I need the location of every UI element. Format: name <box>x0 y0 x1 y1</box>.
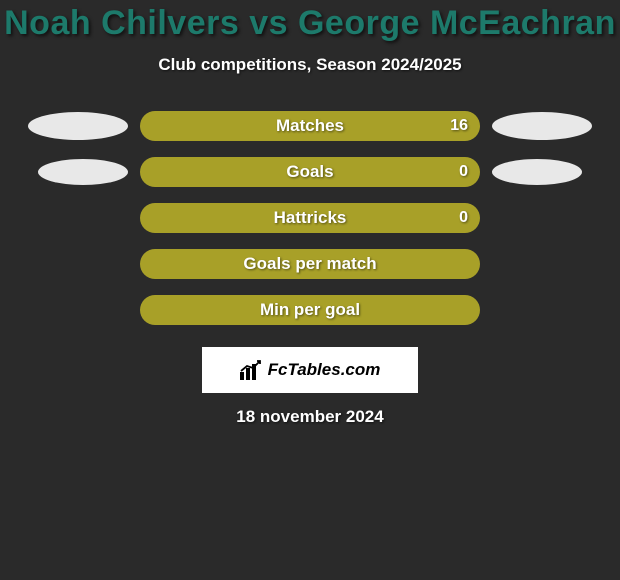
vs-separator: vs <box>239 4 298 42</box>
stat-label: Matches <box>276 116 344 136</box>
stat-bar: Matches 16 <box>140 111 480 141</box>
subtitle: Club competitions, Season 2024/2025 <box>0 55 620 75</box>
logo-box: FcTables.com <box>202 347 418 393</box>
stat-bar: Goals 0 <box>140 157 480 187</box>
player2-avatar <box>492 112 592 140</box>
stat-label: Min per goal <box>260 300 360 320</box>
stat-row: Min per goal <box>0 287 620 333</box>
stat-bar: Hattricks 0 <box>140 203 480 233</box>
player1-avatar <box>28 112 128 140</box>
stat-label: Goals per match <box>243 254 376 274</box>
stat-row: Goals per match <box>0 241 620 287</box>
stat-row: Hattricks 0 <box>0 195 620 241</box>
stat-label: Goals <box>286 162 333 182</box>
stat-rows: Matches 16 Goals 0 Hattricks 0 Goals per match… <box>0 103 620 333</box>
player2-name: George McEachran <box>298 4 616 42</box>
stat-row: Matches 16 <box>0 103 620 149</box>
logo-icon <box>240 360 262 380</box>
player1-name: Noah Chilvers <box>4 4 239 42</box>
stat-value: 0 <box>459 163 468 181</box>
stat-value: 16 <box>450 117 468 135</box>
logo-text: FcTables.com <box>268 360 381 380</box>
stat-bar: Min per goal <box>140 295 480 325</box>
stat-label: Hattricks <box>274 208 347 228</box>
stat-row: Goals 0 <box>0 149 620 195</box>
date-label: 18 november 2024 <box>0 407 620 427</box>
player1-avatar <box>38 159 128 185</box>
stat-value: 0 <box>459 209 468 227</box>
stat-bar: Goals per match <box>140 249 480 279</box>
comparison-title: Noah Chilvers vs George McEachran <box>0 0 620 43</box>
player2-avatar <box>492 159 582 185</box>
